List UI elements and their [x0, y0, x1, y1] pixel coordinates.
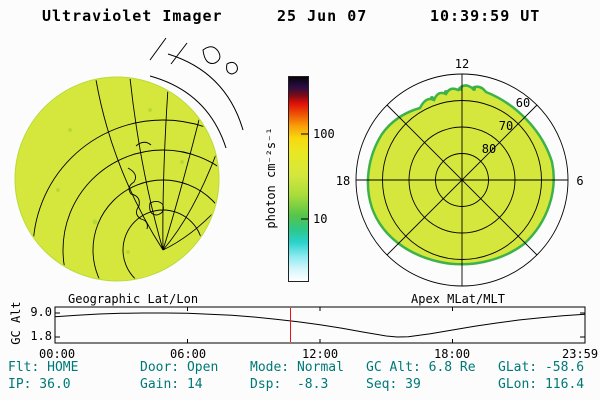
status-mode: Mode: Normal — [250, 360, 344, 375]
xtick-0600: 06:00 — [170, 347, 207, 361]
off-limb-grid — [149, 37, 244, 149]
colorbar-ticks — [301, 133, 308, 220]
gc-alt-curve — [54, 312, 586, 338]
mlt-label-6: 6 — [576, 174, 583, 188]
coastline-outlines — [127, 141, 164, 230]
auroral-oval-image — [366, 84, 555, 266]
status-door: Door: Open — [140, 360, 219, 375]
xtick-0000: 00:00 — [39, 347, 76, 361]
lat-label-70: 70 — [499, 119, 513, 133]
colorbar-gradient — [288, 76, 309, 282]
status-gc-alt: GC Alt: 6.8 Re — [366, 360, 476, 375]
colorbar-tick-100: 100 — [313, 127, 335, 141]
status-ip: IP: 36.0 — [8, 377, 71, 392]
xtick-1800: 18:00 — [434, 347, 471, 361]
right-panel-caption: Apex MLat/MLT — [411, 292, 505, 306]
image-speckle — [56, 108, 184, 254]
mlt-label-12: 12 — [455, 57, 469, 71]
status-seq: Seq: 39 — [366, 377, 421, 392]
ytick-1.8: 1.8 — [30, 329, 52, 343]
plot-axis-ticks — [55, 307, 585, 343]
header-date: 25 Jun 07 — [277, 7, 368, 25]
xtick-2359: 23:59 — [562, 347, 599, 361]
lat-label-80: 80 — [482, 142, 496, 156]
colorbar-tick-10: 10 — [313, 212, 328, 226]
status-dsp: Dsp: -8.3 — [250, 377, 329, 392]
status-glat: GLat: -58.6 — [498, 360, 585, 375]
status-flt: Flt: HOME — [8, 360, 79, 375]
lat-label-60: 60 — [516, 96, 530, 110]
gc-alt-plot — [54, 306, 586, 344]
header-time: 10:39:59 UT — [430, 7, 541, 25]
xtick-1200: 12:00 — [302, 347, 339, 361]
status-glon: GLon: 116.4 — [498, 377, 585, 392]
polar-grid — [355, 73, 569, 287]
mlt-label-18: 18 — [336, 174, 350, 188]
oval-edge-speckle — [430, 87, 476, 100]
uv-disk-image — [14, 37, 244, 282]
status-gain: Gain: 14 — [140, 377, 203, 392]
gc-alt-axis-label: GC Alt — [9, 301, 23, 345]
colorbar-unit-label: photon cm⁻²s⁻¹ — [264, 127, 278, 229]
app-title: Ultraviolet Imager — [42, 7, 223, 25]
polar-panel: 12 18 6 60 70 80 — [336, 57, 584, 287]
left-panel-caption: Geographic Lat/Lon — [68, 292, 199, 306]
ytick-9.0: 9.0 — [30, 305, 52, 319]
